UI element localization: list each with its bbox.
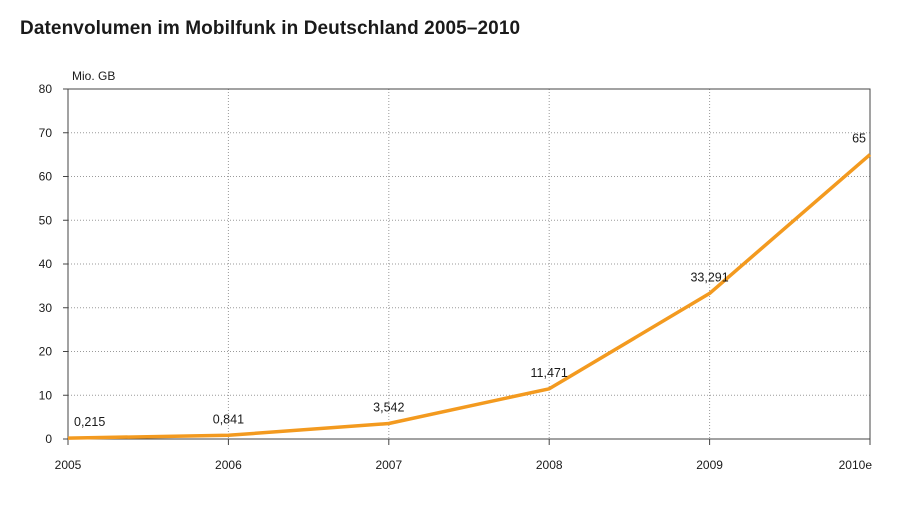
y-tick-label: 10	[39, 388, 53, 402]
y-tick-label: 20	[39, 345, 53, 359]
data-label: 11,471	[531, 366, 568, 380]
y-tick-label: 60	[39, 170, 53, 184]
x-axis-ticks: 2005 2006 2007 2008 2009 2010e	[55, 439, 873, 472]
y-tick-label: 0	[45, 432, 52, 446]
x-tick-label: 2005	[55, 458, 82, 472]
y-tick-label: 30	[39, 301, 53, 315]
y-axis-unit-label: Mio. GB	[72, 69, 115, 83]
data-label: 65	[852, 132, 866, 146]
chart-title: Datenvolumen im Mobilfunk in Deutschland…	[20, 18, 521, 39]
x-tick-label: 2006	[215, 458, 242, 472]
data-labels: 0,215 0,841 3,542 11,471 33,291 65	[74, 132, 866, 429]
y-axis-ticks: 0 10 20 30 40 50 60 70 80	[39, 82, 68, 446]
x-tick-label: 2010e	[839, 458, 873, 472]
data-label: 0,215	[74, 415, 105, 429]
data-label: 3,542	[373, 401, 404, 415]
x-tick-label: 2009	[696, 458, 723, 472]
y-tick-label: 40	[39, 257, 53, 271]
data-label: 33,291	[690, 270, 728, 284]
series-line	[67, 153, 872, 440]
data-label: 0,841	[213, 412, 244, 426]
x-tick-label: 2008	[536, 458, 563, 472]
y-tick-label: 70	[39, 126, 53, 140]
y-tick-label: 80	[39, 82, 53, 96]
y-tick-label: 50	[39, 213, 53, 227]
gridlines	[68, 89, 870, 439]
x-tick-label: 2007	[375, 458, 402, 472]
